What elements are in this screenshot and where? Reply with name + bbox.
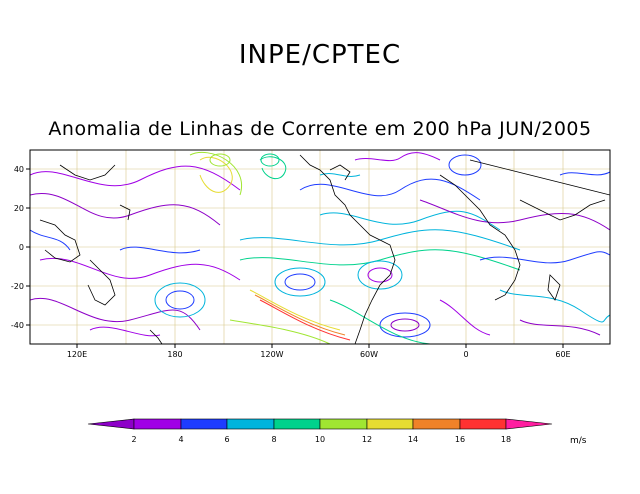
- lon-ticks: [76, 344, 564, 348]
- lat-label-20s: -20: [11, 282, 24, 291]
- lat-label-40n: 40: [14, 165, 24, 174]
- colorbar-seg-2: [180, 418, 228, 430]
- lon-label-120e: 120E: [67, 350, 87, 359]
- colorbar-tick-4: 4: [178, 435, 183, 444]
- map-area: [30, 150, 610, 344]
- lat-ticks: [26, 168, 30, 326]
- colorbar-tick-18: 18: [501, 435, 511, 444]
- colorbar-seg-1: [133, 418, 182, 430]
- lat-label-40s: -40: [11, 321, 24, 330]
- lat-label-20n: 20: [14, 204, 24, 213]
- colorbar-seg-4: [273, 418, 321, 430]
- map-title: Anomalia de Linhas de Corrente em 200 hP…: [48, 118, 592, 140]
- colorbar-seg-7: [412, 418, 461, 430]
- colorbar-seg-9: [505, 418, 553, 430]
- lon-label-120w: 120W: [260, 350, 283, 359]
- colorbar-seg-6: [366, 418, 414, 430]
- coastlines: [39, 154, 610, 344]
- colorbar-seg-0: [87, 418, 135, 430]
- colorbar-tick-16: 16: [455, 435, 465, 444]
- lon-label-60e: 60E: [555, 350, 570, 359]
- colorbar: [87, 418, 553, 430]
- colorbar-units: m/s: [570, 436, 587, 446]
- lon-label-0: 0: [463, 350, 468, 359]
- gridlines: [30, 150, 610, 344]
- colorbar-tick-14: 14: [408, 435, 418, 444]
- colorbar-tick-12: 12: [362, 435, 372, 444]
- agency-title: INPE/CPTEC: [238, 40, 402, 70]
- colorbar-seg-8: [459, 418, 507, 430]
- lon-label-60w: 60W: [360, 350, 378, 359]
- colorbar-tick-8: 8: [271, 435, 276, 444]
- colorbar-seg-3: [226, 418, 275, 430]
- colorbar-tick-6: 6: [224, 435, 229, 444]
- colorbar-tick-2: 2: [131, 435, 136, 444]
- lon-label-180: 180: [167, 350, 182, 359]
- lat-label-eq: 0: [19, 243, 24, 252]
- colorbar-tick-10: 10: [315, 435, 325, 444]
- colorbar-seg-5: [319, 418, 368, 430]
